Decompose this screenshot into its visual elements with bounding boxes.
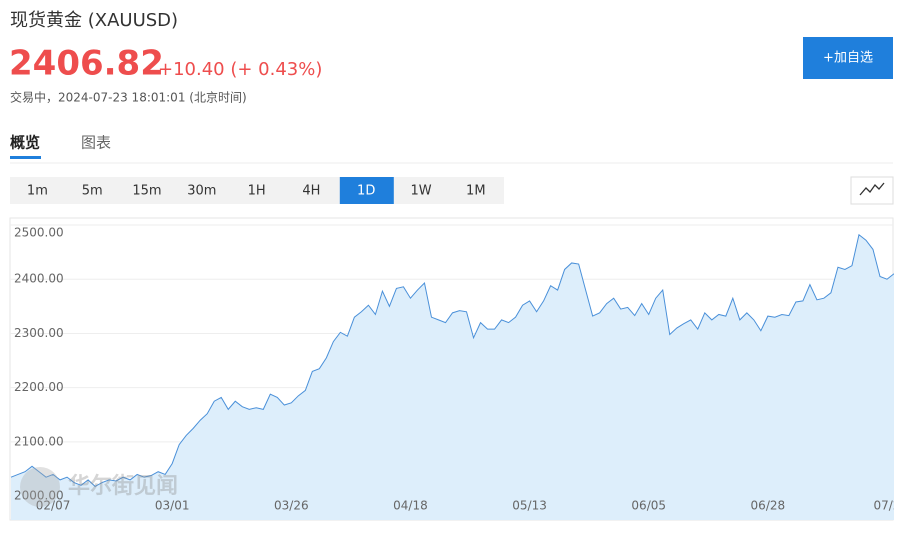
x-tick-label: 03/26 [274,499,309,513]
period-button[interactable]: 4H [302,184,320,199]
period-button[interactable]: 1m [27,184,48,199]
period-button[interactable]: 5m [82,184,103,199]
y-tick-label: 2100.00 [14,434,64,448]
y-tick-label: 2200.00 [14,380,64,394]
watermark-text: 华尔街见闻 [68,473,178,499]
chart-type-icon [859,182,885,196]
change: +10.40 (+ 0.43%) [158,59,322,80]
add-button[interactable] [803,37,893,79]
watermark: 华尔街见闻 [20,467,178,507]
period-button[interactable]: 15m [132,184,161,199]
line [10,233,894,487]
tab[interactable]: 概览 [10,134,40,152]
period-button[interactable]: 1D [357,184,375,199]
status: 交易中，2024-07-23 18:01:01 (北京时间) [10,90,247,105]
y-tick-label: 2300.00 [14,326,64,340]
x-tick-label: 05/13 [512,499,547,513]
period-button[interactable]: 1H [248,184,266,199]
x-tick-label: 03/01 [155,499,190,513]
tab[interactable]: 图表 [81,134,111,152]
chart-type-button[interactable] [850,176,894,205]
period-bar [10,177,504,204]
area [11,234,894,520]
x-tick-label: 06/28 [751,499,786,513]
plot: 2000.00 2100.00 2200.00 2300.00 2400.00 2500.… [10,224,901,520]
period-active[interactable] [339,177,394,204]
x-tick-label: 02/07 [36,499,71,513]
y-tick-label: 2500.00 [14,226,64,240]
y-tick-label: 2400.00 [14,272,64,286]
title: 现货黄金 (XAUUSD) [10,10,178,31]
period-button[interactable]: 1M [466,184,486,199]
y-tick-label: 2000.00 [14,489,64,503]
add-button-label[interactable]: +加自选 [823,51,873,66]
period-button[interactable]: 30m [187,184,216,199]
watermark-logo [20,467,60,507]
x-tick-label: 04/18 [393,499,428,513]
price: 2406.82 [9,44,164,84]
x-tick-label: 06/05 [631,499,666,513]
period-button[interactable]: 1W [410,184,431,199]
x-tick-label: 07/2 [874,499,901,513]
tab-underline [10,156,41,159]
